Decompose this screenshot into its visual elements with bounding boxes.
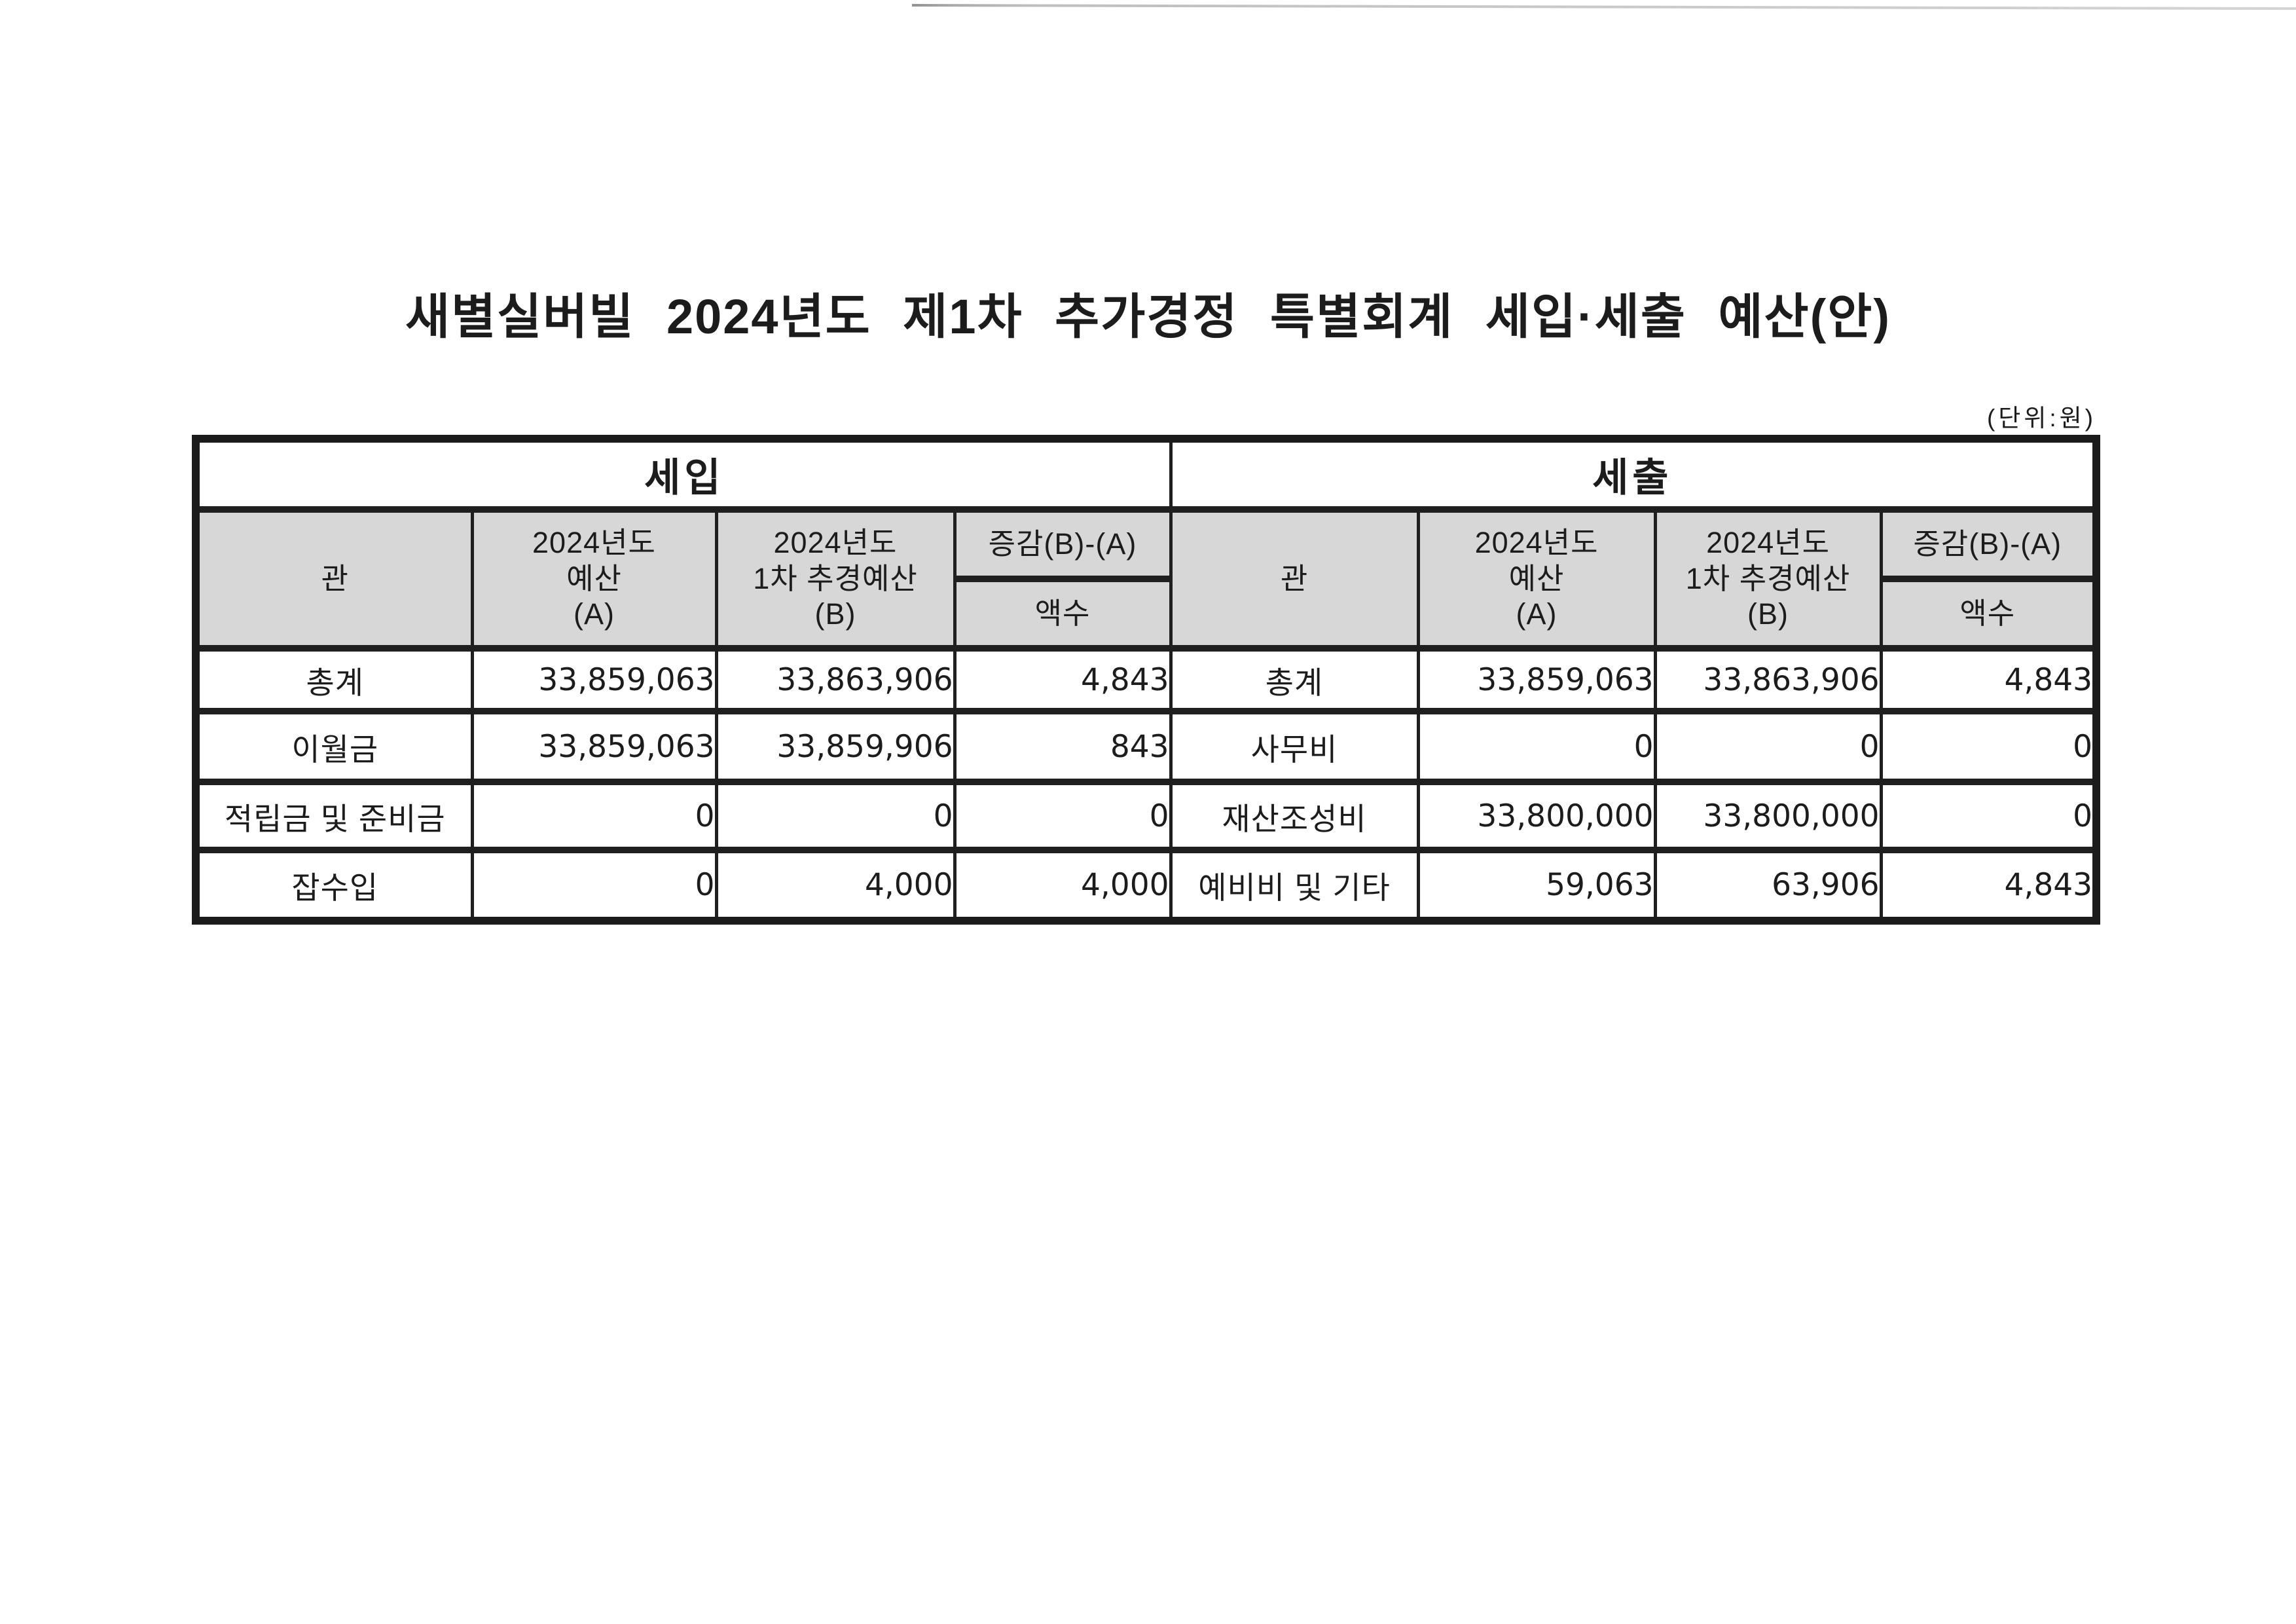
income-row-value-b: 0: [714, 779, 957, 853]
income-header-supplementary-b: 2024년도 1차 추경예산 (B): [714, 506, 957, 652]
column-header-row-upper: 관 2024년도 예산 (A) 2024년도 1차 추경예산 (B) 증감(B)…: [194, 506, 2098, 652]
income-section-header: 세입: [194, 435, 1173, 513]
income-row-value-b: 33,859,906: [714, 708, 957, 785]
expenditure-header-change: 증감(B)-(A): [1879, 506, 2098, 582]
income-header-change: 증감(B)-(A): [953, 506, 1173, 582]
expenditure-row-value-a: 0: [1416, 708, 1657, 785]
expenditure-row-name: 총계: [1169, 645, 1420, 714]
expenditure-row-value-a: 59,063: [1416, 847, 1657, 924]
document-title: 새별실버빌 2024년도 제1차 추가경정 특별회계 세입·세출 예산(안): [405, 289, 1891, 344]
expenditure-header-supplementary-b: 2024년도 1차 추경예산 (B): [1653, 506, 1883, 652]
expenditure-header-amount: 액수: [1879, 576, 2098, 652]
expenditure-row-diff: 4,843: [1879, 847, 2098, 924]
income-header-budget-a: 2024년도 예산 (A): [470, 506, 718, 652]
income-row-name: 이월금: [194, 708, 474, 785]
unit-note: (단위:원): [1986, 405, 2096, 432]
income-row-diff: 843: [953, 708, 1173, 785]
table-row: 이월금 33,859,063 33,859,906 843 사무비 0 0 0: [194, 708, 2098, 785]
scan-artifact-line: [911, 4, 2296, 10]
expenditure-row-diff: 0: [1879, 708, 2098, 785]
section-header-row: 세입 세출: [194, 435, 2098, 513]
column-header-row-lower: 액수 액수: [196, 576, 2098, 652]
expenditure-header-budget-a: 2024년도 예산 (A): [1416, 506, 1657, 652]
income-row-name: 잡수입: [194, 847, 474, 924]
expenditure-row-value-a: 33,800,000: [1416, 779, 1657, 853]
income-row-value-b: 4,000: [714, 847, 957, 924]
income-row-diff: 0: [953, 779, 1173, 853]
table-row: 총계 33,859,063 33,863,906 4,843 총계 33,859…: [194, 645, 2098, 714]
table-row: 잡수입 0 4,000 4,000 예비비 및 기타 59,063 63,906…: [194, 847, 2098, 924]
income-row-name: 적립금 및 준비금: [194, 779, 474, 853]
expenditure-row-value-b: 63,906: [1653, 847, 1883, 924]
expenditure-row-value-b: 33,800,000: [1653, 779, 1883, 853]
expenditure-row-value-b: 0: [1653, 708, 1883, 785]
expenditure-header-category: 관: [1169, 506, 1420, 652]
budget-table: 세입 세출 관 2024년도 예산 (A) 2024년도 1차 추경예산 (B)…: [192, 435, 2101, 925]
table-row: 적립금 및 준비금 0 0 0 재산조성비 33,800,000 33,800,…: [194, 779, 2098, 853]
income-header-category: 관: [194, 506, 474, 652]
income-row-value-b: 33,863,906: [714, 645, 957, 714]
expenditure-row-name: 사무비: [1169, 708, 1420, 785]
expenditure-row-value-a: 33,859,063: [1416, 645, 1657, 714]
income-row-diff: 4,843: [953, 645, 1173, 714]
expenditure-row-name: 예비비 및 기타: [1169, 847, 1420, 924]
income-row-value-a: 0: [470, 847, 718, 924]
expenditure-row-value-b: 33,863,906: [1653, 645, 1883, 714]
expenditure-row-diff: 0: [1879, 779, 2098, 853]
expenditure-row-name: 재산조성비: [1169, 779, 1420, 853]
income-row-value-a: 33,859,063: [470, 708, 718, 785]
income-row-name: 총계: [194, 645, 474, 714]
income-row-value-a: 0: [470, 779, 718, 853]
income-row-value-a: 33,859,063: [470, 645, 718, 714]
income-row-diff: 4,000: [953, 847, 1173, 924]
expenditure-row-diff: 4,843: [1879, 645, 2098, 714]
expenditure-section-header: 세출: [1169, 435, 2098, 513]
income-header-amount: 액수: [953, 576, 1173, 652]
